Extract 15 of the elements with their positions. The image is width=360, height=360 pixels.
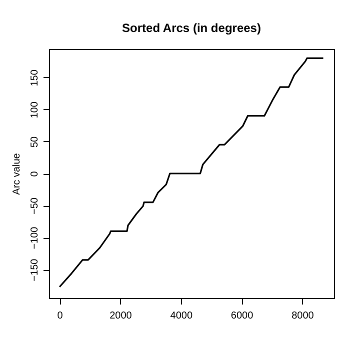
y-axis-title: Arc value — [12, 152, 22, 195]
y-tick-label: −100 — [30, 226, 40, 250]
x-tick-label: 8000 — [292, 310, 314, 322]
y-tick-label: −150 — [30, 258, 40, 282]
line-series — [58, 57, 324, 288]
y-tick-label: 100 — [30, 101, 40, 118]
x-tick-label: 0 — [57, 310, 64, 322]
y-tick-label: −50 — [30, 197, 40, 215]
x-tick-label: 6000 — [230, 310, 254, 322]
y-tick-label: 150 — [30, 69, 40, 86]
y-tick-label: 0 — [30, 170, 40, 177]
x-tick-label: 2000 — [110, 310, 132, 322]
x-tick-label: 4000 — [170, 310, 193, 322]
chart-title: Sorted Arcs (in degrees) — [122, 21, 261, 35]
y-tick-label: 50 — [30, 136, 40, 148]
